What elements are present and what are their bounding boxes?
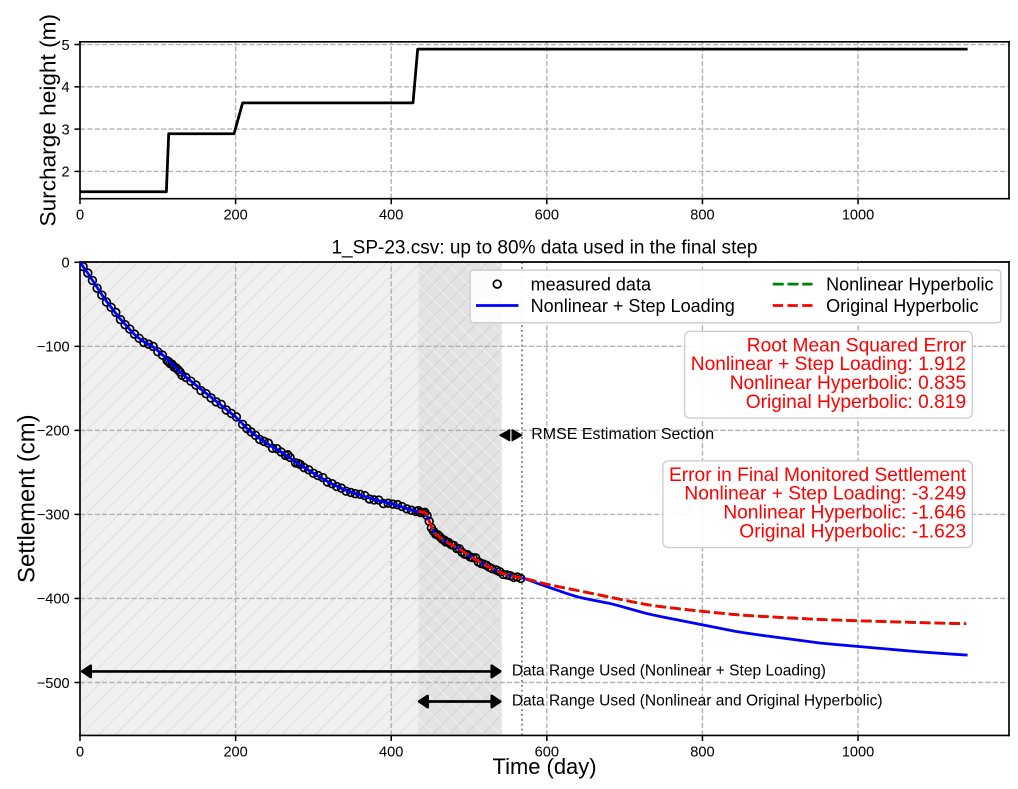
svg-text:1_SP-23.csv: up to 80% data us: 1_SP-23.csv: up to 80% data used in the …	[331, 238, 757, 259]
svg-text:600: 600	[535, 208, 559, 224]
svg-text:−400: −400	[37, 592, 70, 608]
svg-text:Error in Final Monitored Settl: Error in Final Monitored Settlement	[669, 465, 967, 486]
svg-text:Data Range Used (Nonlinear + S: Data Range Used (Nonlinear + Step Loadin…	[512, 662, 826, 679]
svg-text:Nonlinear + Step Loading: Nonlinear + Step Loading	[531, 296, 735, 316]
svg-text:3: 3	[61, 122, 69, 138]
svg-text:Root Mean Squared Error: Root Mean Squared Error	[747, 335, 967, 356]
svg-text:Settlement (cm): Settlement (cm)	[14, 414, 41, 582]
svg-text:600: 600	[535, 744, 559, 760]
svg-text:5: 5	[61, 38, 69, 54]
svg-text:Nonlinear Hyperbolic: 0.835: Nonlinear Hyperbolic: 0.835	[730, 373, 966, 394]
svg-text:0: 0	[76, 744, 84, 760]
svg-text:Nonlinear + Step Loading: -3.2: Nonlinear + Step Loading: -3.249	[684, 484, 966, 505]
svg-text:1000: 1000	[842, 744, 874, 760]
svg-text:Time (day): Time (day)	[492, 754, 596, 779]
svg-text:400: 400	[379, 208, 403, 224]
svg-text:0: 0	[76, 208, 84, 224]
svg-text:−100: −100	[37, 340, 70, 356]
svg-text:RMSE Estimation Section: RMSE Estimation Section	[531, 426, 714, 443]
svg-text:0: 0	[61, 256, 69, 272]
svg-text:Data Range Used (Nonlinear and: Data Range Used (Nonlinear and Original …	[512, 693, 883, 710]
svg-text:Original Hyperbolic: Original Hyperbolic	[826, 296, 978, 316]
svg-text:Nonlinear Hyperbolic: -1.646: Nonlinear Hyperbolic: -1.646	[723, 503, 966, 524]
svg-text:800: 800	[690, 208, 714, 224]
svg-text:measured data: measured data	[531, 274, 652, 294]
svg-text:400: 400	[379, 744, 403, 760]
svg-text:1000: 1000	[842, 208, 874, 224]
svg-text:800: 800	[690, 744, 714, 760]
svg-text:Surcharge height (m): Surcharge height (m)	[35, 14, 60, 227]
svg-text:4: 4	[61, 80, 69, 96]
svg-text:Original Hyperbolic: -1.623: Original Hyperbolic: -1.623	[739, 521, 966, 542]
svg-text:−300: −300	[37, 508, 70, 524]
svg-text:−500: −500	[37, 676, 70, 692]
svg-text:2: 2	[61, 165, 69, 181]
svg-text:200: 200	[223, 744, 247, 760]
svg-text:200: 200	[223, 208, 247, 224]
svg-text:Original Hyperbolic: 0.819: Original Hyperbolic: 0.819	[746, 392, 966, 413]
svg-text:−200: −200	[37, 424, 70, 440]
svg-text:Nonlinear Hyperbolic: Nonlinear Hyperbolic	[826, 274, 994, 294]
svg-text:Nonlinear + Step Loading: 1.91: Nonlinear + Step Loading: 1.912	[691, 354, 966, 375]
